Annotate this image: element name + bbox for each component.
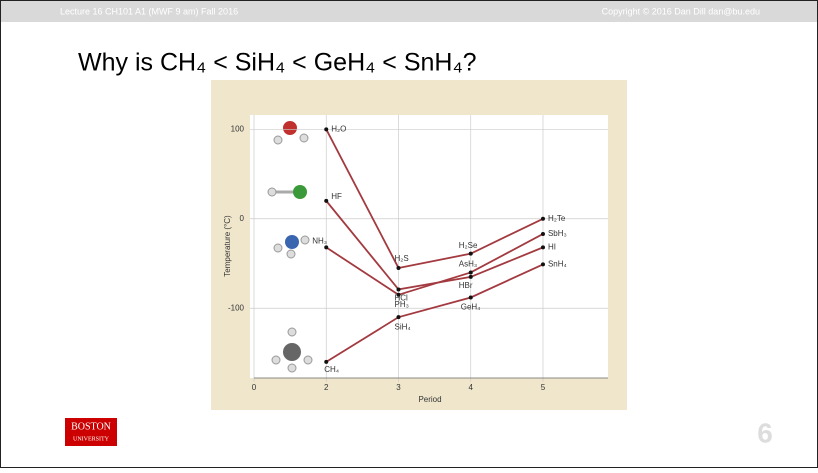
x-tick-label: 5 xyxy=(541,383,546,392)
point-label: H₂S xyxy=(394,254,408,263)
point-label: AsH₃ xyxy=(459,260,477,269)
point-label: SnH₄ xyxy=(548,260,567,269)
y-tick-label: -100 xyxy=(228,303,245,312)
series-line xyxy=(325,263,544,363)
data-point xyxy=(324,245,329,250)
data-point xyxy=(396,287,401,292)
point-label: H₂Te xyxy=(548,214,566,223)
data-point xyxy=(396,292,401,297)
data-point xyxy=(540,262,545,267)
point-label: SbH₃ xyxy=(548,229,567,238)
y-tick-label: 0 xyxy=(240,214,245,223)
point-label: PH₃ xyxy=(394,300,408,309)
page-number: 6 xyxy=(757,417,773,448)
point-label: SiH₄ xyxy=(394,322,410,331)
x-tick-label: 4 xyxy=(469,383,474,392)
x-tick-label: 3 xyxy=(396,383,401,392)
header-left: Lecture 16 CH101 A1 (MWF 9 am) Fall 2016 xyxy=(60,6,238,16)
data-point xyxy=(324,198,329,203)
data-point xyxy=(324,359,329,364)
data-point xyxy=(468,251,473,256)
data-point xyxy=(540,216,545,221)
point-label: H₂Se xyxy=(459,241,478,250)
x-axis-label: Period xyxy=(418,395,441,404)
series-line xyxy=(325,128,544,269)
x-tick-label: 2 xyxy=(324,383,329,392)
point-label: HI xyxy=(548,243,556,252)
point-label: HF xyxy=(331,192,342,201)
data-point xyxy=(396,265,401,270)
data-point xyxy=(540,231,545,236)
header-bar xyxy=(1,1,817,22)
series-line xyxy=(325,233,544,296)
data-point xyxy=(468,274,473,279)
logo-text: UNIVERSITY xyxy=(73,436,110,442)
point-label: NH₃ xyxy=(312,237,327,246)
data-point xyxy=(396,315,401,320)
logo xyxy=(65,418,117,446)
data-point xyxy=(540,245,545,250)
data-point xyxy=(468,270,473,275)
plot-area xyxy=(250,115,608,378)
point-label: CH₄ xyxy=(324,365,339,374)
molecule-icons xyxy=(267,121,313,373)
logo-text: BOSTON xyxy=(71,421,111,432)
x-tick-label: 0 xyxy=(252,383,257,392)
point-label: HCl xyxy=(394,294,408,303)
point-label: HBr xyxy=(459,281,473,290)
point-label: GeH₄ xyxy=(461,303,481,312)
point-label: H₂O xyxy=(331,124,346,133)
data-point xyxy=(468,295,473,300)
data-point xyxy=(324,127,329,132)
y-tick-label: 100 xyxy=(231,124,245,133)
header-right: Copyright © 2016 Dan Dill dan@bu.edu xyxy=(602,6,760,16)
slide-title: Why is CH₄ < SiH₄ < GeH₄ < SnH₄? xyxy=(78,49,477,77)
y-axis-label: Temperature (°C) xyxy=(223,215,232,277)
